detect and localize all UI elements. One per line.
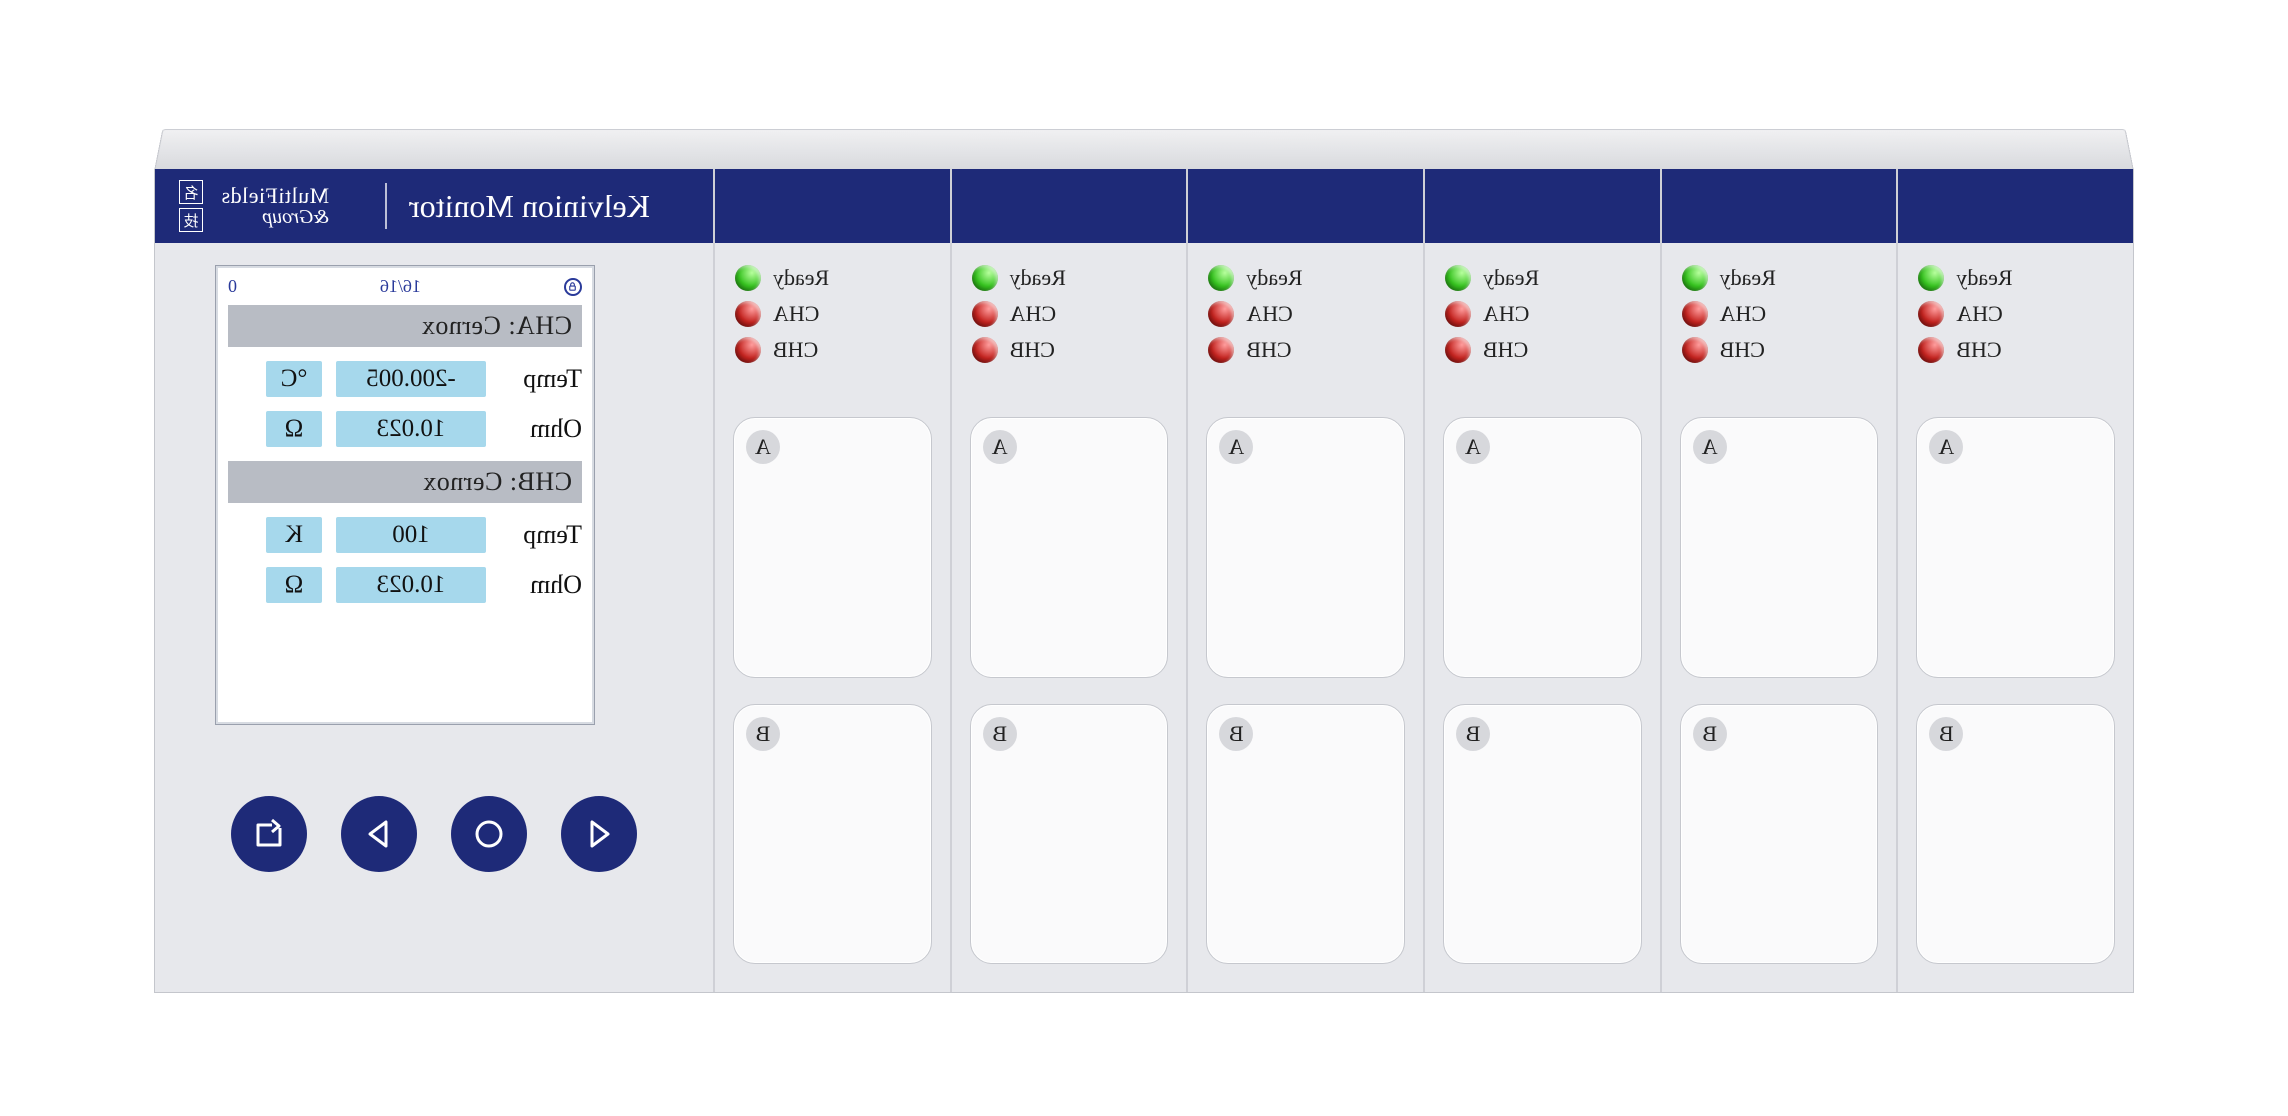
- chassis-top-plate: [154, 129, 2134, 171]
- chb-led-icon: [972, 337, 998, 363]
- touch-pad-a[interactable]: A: [1680, 417, 1879, 678]
- module-slot: Ready CHA CHB A B: [1186, 169, 1423, 992]
- ready-led-icon: [1682, 265, 1708, 291]
- touch-pad-a[interactable]: A: [1916, 417, 2115, 678]
- channel-a-title: CHA: Cernox: [228, 305, 582, 347]
- led-label-cha: CHA: [773, 301, 819, 327]
- module-slot: Ready CHA CHB A B: [1423, 169, 1660, 992]
- lcd-counter: 0: [228, 276, 237, 297]
- channel-b-block: CHB: Cernox Temp 100 K Ohm 10.023 Ω: [228, 461, 582, 603]
- chb-ohm-label: Ohm: [500, 570, 582, 600]
- ready-led-icon: [735, 265, 761, 291]
- pad-label-a: A: [983, 430, 1017, 464]
- touch-pad-b[interactable]: B: [1680, 704, 1879, 965]
- touch-pad-a[interactable]: A: [970, 417, 1169, 678]
- pad-label-a: A: [1693, 430, 1727, 464]
- touch-pad-a[interactable]: A: [1443, 417, 1642, 678]
- cha-led-icon: [735, 301, 761, 327]
- touch-pad-b[interactable]: B: [1206, 704, 1405, 965]
- lcd-screen: 16/16 0 CHA: Cernox Temp -200.005 °C Ohm…: [215, 265, 595, 725]
- touch-pad-b[interactable]: B: [1916, 704, 2115, 965]
- led-label-ready: Ready: [1956, 265, 2012, 291]
- led-label-cha: CHA: [1956, 301, 2002, 327]
- chb-temp-value: 100: [336, 517, 486, 553]
- pad-label-b: B: [1929, 717, 1963, 751]
- chb-ohm-value: 10.023: [336, 567, 486, 603]
- module-slot: Ready CHA CHB A B: [1660, 169, 1897, 992]
- led-label-ready: Ready: [1246, 265, 1302, 291]
- cha-temp-value: -200.005: [336, 361, 486, 397]
- chb-led-icon: [1918, 337, 1944, 363]
- led-label-ready: Ready: [1483, 265, 1539, 291]
- cha-led-icon: [1208, 301, 1234, 327]
- led-label-cha: CHA: [1010, 301, 1056, 327]
- chb-led-icon: [1208, 337, 1234, 363]
- nav-select-button[interactable]: [451, 796, 527, 872]
- ready-led-icon: [1208, 265, 1234, 291]
- led-label-chb: CHB: [1956, 337, 2001, 363]
- pad-label-b: B: [1693, 717, 1727, 751]
- nav-button-row: [155, 796, 713, 872]
- pad-label-b: B: [746, 717, 780, 751]
- lock-icon: [564, 278, 582, 296]
- led-label-chb: CHB: [773, 337, 818, 363]
- led-label-chb: CHB: [1720, 337, 1765, 363]
- led-label-chb: CHB: [1483, 337, 1528, 363]
- pad-label-a: A: [1929, 430, 1963, 464]
- chb-temp-unit: K: [266, 517, 322, 553]
- ready-led-icon: [1445, 265, 1471, 291]
- control-panel: 16/16 0 CHA: Cernox Temp -200.005 °C Ohm…: [155, 169, 715, 992]
- nav-next-button[interactable]: [341, 796, 417, 872]
- module-slot: Ready CHA CHB A B: [1896, 169, 2133, 992]
- led-label-cha: CHA: [1246, 301, 1292, 327]
- cha-led-icon: [1682, 301, 1708, 327]
- touch-pad-b[interactable]: B: [733, 704, 932, 965]
- touch-pad-b[interactable]: B: [1443, 704, 1642, 965]
- module-slots: Ready CHA CHB A B Ready CHA CHB: [715, 169, 2133, 992]
- cha-led-icon: [1918, 301, 1944, 327]
- led-label-ready: Ready: [1010, 265, 1066, 291]
- led-label-ready: Ready: [1720, 265, 1776, 291]
- led-label-ready: Ready: [773, 265, 829, 291]
- cha-temp-unit: °C: [266, 361, 322, 397]
- chb-ohm-unit: Ω: [266, 567, 322, 603]
- led-label-cha: CHA: [1483, 301, 1529, 327]
- cha-led-icon: [1445, 301, 1471, 327]
- chassis-face: Kelvinion Monitor MultiFields &Group 名 技: [154, 169, 2134, 993]
- nav-back-button[interactable]: [231, 796, 307, 872]
- module-slot: Ready CHA CHB A B: [715, 169, 950, 992]
- chb-led-icon: [1445, 337, 1471, 363]
- pad-label-a: A: [746, 430, 780, 464]
- nav-prev-button[interactable]: [561, 796, 637, 872]
- pad-label-b: B: [1456, 717, 1490, 751]
- instrument-chassis: Kelvinion Monitor MultiFields &Group 名 技: [154, 123, 2134, 993]
- ready-led-icon: [1918, 265, 1944, 291]
- pad-label-a: A: [1456, 430, 1490, 464]
- pad-label-b: B: [983, 717, 1017, 751]
- cha-ohm-unit: Ω: [266, 411, 322, 447]
- touch-pad-a[interactable]: A: [1206, 417, 1405, 678]
- pad-label-a: A: [1219, 430, 1253, 464]
- touch-pad-b[interactable]: B: [970, 704, 1169, 965]
- channel-a-block: CHA: Cernox Temp -200.005 °C Ohm 10.023 …: [228, 305, 582, 447]
- module-slot: Ready CHA CHB A B: [950, 169, 1187, 992]
- led-label-chb: CHB: [1246, 337, 1291, 363]
- ready-led-icon: [972, 265, 998, 291]
- pad-label-b: B: [1219, 717, 1253, 751]
- cha-ohm-value: 10.023: [336, 411, 486, 447]
- touch-pad-a[interactable]: A: [733, 417, 932, 678]
- cha-ohm-label: Ohm: [500, 414, 582, 444]
- cha-temp-label: Temp: [500, 364, 582, 394]
- channel-b-title: CHB: Cernox: [228, 461, 582, 503]
- cha-led-icon: [972, 301, 998, 327]
- chb-led-icon: [735, 337, 761, 363]
- led-label-cha: CHA: [1720, 301, 1766, 327]
- chb-led-icon: [1682, 337, 1708, 363]
- lcd-page-indicator: 16/16: [380, 276, 421, 297]
- led-label-chb: CHB: [1010, 337, 1055, 363]
- chb-temp-label: Temp: [500, 520, 582, 550]
